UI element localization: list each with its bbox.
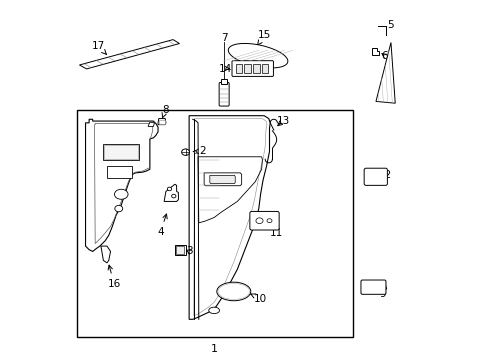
Text: 9: 9 <box>376 288 386 299</box>
Bar <box>221 79 227 84</box>
Polygon shape <box>228 44 287 68</box>
Bar <box>175 245 185 255</box>
Text: 3: 3 <box>185 247 192 256</box>
Text: 11: 11 <box>266 225 283 238</box>
Text: 8: 8 <box>162 105 168 118</box>
Polygon shape <box>85 119 158 251</box>
Bar <box>176 247 184 253</box>
Polygon shape <box>361 282 386 294</box>
FancyBboxPatch shape <box>360 280 385 294</box>
Text: 12: 12 <box>372 170 391 180</box>
Text: 16: 16 <box>107 265 121 289</box>
Polygon shape <box>148 122 154 126</box>
FancyBboxPatch shape <box>249 211 279 230</box>
Bar <box>159 120 164 124</box>
Polygon shape <box>209 175 235 184</box>
FancyBboxPatch shape <box>364 168 386 185</box>
Text: 1: 1 <box>210 343 217 354</box>
Bar <box>244 64 250 73</box>
Polygon shape <box>372 48 378 55</box>
Ellipse shape <box>167 187 171 191</box>
Text: 14: 14 <box>219 64 232 73</box>
Ellipse shape <box>216 282 250 301</box>
Bar <box>253 64 259 73</box>
Text: 6: 6 <box>381 51 387 61</box>
FancyBboxPatch shape <box>231 61 273 76</box>
Bar <box>103 144 139 160</box>
Text: 5: 5 <box>387 19 393 30</box>
Ellipse shape <box>171 194 176 198</box>
Ellipse shape <box>255 218 263 224</box>
Polygon shape <box>189 116 270 319</box>
Polygon shape <box>164 184 178 202</box>
Ellipse shape <box>181 149 189 156</box>
Ellipse shape <box>218 283 249 300</box>
Text: 2: 2 <box>193 147 205 157</box>
Polygon shape <box>80 40 179 69</box>
Polygon shape <box>158 118 165 125</box>
Text: 13: 13 <box>276 116 289 126</box>
Bar <box>235 64 242 73</box>
Text: 10: 10 <box>250 294 266 303</box>
Polygon shape <box>101 246 110 263</box>
FancyBboxPatch shape <box>219 82 229 106</box>
Text: 15: 15 <box>257 30 271 45</box>
Text: 17: 17 <box>92 41 106 54</box>
Text: 7: 7 <box>221 33 227 43</box>
Bar <box>77 111 353 337</box>
Ellipse shape <box>194 151 197 153</box>
Polygon shape <box>375 42 394 103</box>
Bar <box>107 166 132 178</box>
Ellipse shape <box>115 205 122 212</box>
Ellipse shape <box>114 189 128 199</box>
Text: 4: 4 <box>157 214 167 237</box>
Bar <box>261 64 267 73</box>
Polygon shape <box>203 173 241 186</box>
Ellipse shape <box>208 307 219 314</box>
Bar <box>104 145 138 159</box>
Ellipse shape <box>266 219 271 223</box>
